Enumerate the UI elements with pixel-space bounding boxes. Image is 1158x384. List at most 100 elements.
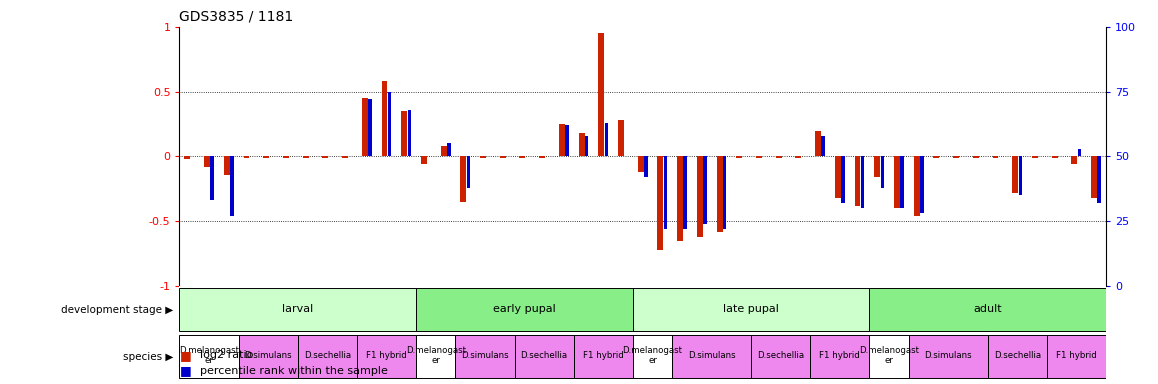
Bar [1078,149,1082,156]
Bar [752,335,811,378]
Bar [585,136,588,156]
Bar [909,335,988,378]
Bar [357,335,416,378]
Text: D.melanogast
er: D.melanogast er [405,346,466,365]
Bar [283,156,288,158]
Bar [815,131,821,156]
Bar [1047,335,1106,378]
Bar [179,335,239,378]
Bar [870,335,909,378]
Bar [604,123,608,156]
Bar [953,156,959,158]
Bar [703,156,706,224]
Bar [447,144,450,156]
Text: development stage ▶: development stage ▶ [61,305,174,314]
Bar [481,156,486,158]
Bar [821,136,824,156]
Bar [223,156,229,175]
Text: adult: adult [974,304,1002,314]
Bar [870,288,1106,331]
Bar [416,288,632,331]
Bar [756,156,762,158]
Bar [381,81,388,156]
Bar [416,335,455,378]
Bar [880,156,885,187]
Bar [811,335,870,378]
Bar [900,156,904,208]
Bar [179,288,416,331]
Bar [992,156,998,158]
Bar [697,156,703,237]
Bar [361,98,368,156]
Bar [632,288,870,331]
Bar [322,156,329,158]
Bar [211,156,214,200]
Text: late pupal: late pupal [723,304,779,314]
Bar [1071,156,1077,164]
Text: D.simulans: D.simulans [244,351,292,360]
Bar [408,110,411,156]
Bar [514,335,573,378]
Bar [723,156,726,229]
Bar [520,156,526,158]
Text: ■: ■ [179,364,191,377]
Bar [673,335,752,378]
Bar [644,156,647,177]
Bar [683,156,687,229]
Bar [422,156,427,164]
Bar [599,33,604,156]
Bar [677,156,683,241]
Text: D.melanogast
er: D.melanogast er [179,346,239,365]
Bar [500,156,506,158]
Text: D.sechellia: D.sechellia [303,351,351,360]
Bar [441,146,447,156]
Bar [243,156,249,158]
Bar [973,156,979,158]
Text: D.sechellia: D.sechellia [757,351,804,360]
Text: D.simulans: D.simulans [924,351,972,360]
Bar [461,156,467,202]
Bar [638,156,644,172]
Bar [565,125,569,156]
Text: D.sechellia: D.sechellia [994,351,1041,360]
Bar [658,156,664,250]
Bar [540,156,545,158]
Bar [860,156,864,208]
Text: percentile rank within the sample: percentile rank within the sample [200,366,388,376]
Bar [841,156,844,203]
Bar [467,156,470,187]
Text: F1 hybrid: F1 hybrid [366,351,406,360]
Bar [559,124,565,156]
Bar [230,156,234,216]
Bar [1091,156,1097,198]
Bar [579,133,585,156]
Bar [302,156,308,158]
Text: F1 hybrid: F1 hybrid [582,351,624,360]
Bar [874,156,880,177]
Bar [933,156,939,158]
Bar [796,156,801,158]
Bar [298,335,357,378]
Text: D.simulans: D.simulans [461,351,508,360]
Text: D.sechellia: D.sechellia [521,351,567,360]
Text: early pupal: early pupal [493,304,556,314]
Bar [632,335,673,378]
Bar [368,99,372,156]
Bar [717,156,723,232]
Bar [401,111,408,156]
Bar [239,335,298,378]
Bar [184,156,190,159]
Text: D.simulans: D.simulans [688,351,735,360]
Text: GDS3835 / 1181: GDS3835 / 1181 [179,9,294,23]
Bar [573,335,632,378]
Text: ■: ■ [179,349,191,362]
Bar [455,335,514,378]
Bar [988,335,1047,378]
Bar [388,92,391,156]
Text: F1 hybrid: F1 hybrid [820,351,860,360]
Bar [263,156,269,158]
Text: log2 ratio: log2 ratio [200,350,254,360]
Bar [342,156,349,158]
Text: larval: larval [283,304,314,314]
Bar [1051,156,1057,158]
